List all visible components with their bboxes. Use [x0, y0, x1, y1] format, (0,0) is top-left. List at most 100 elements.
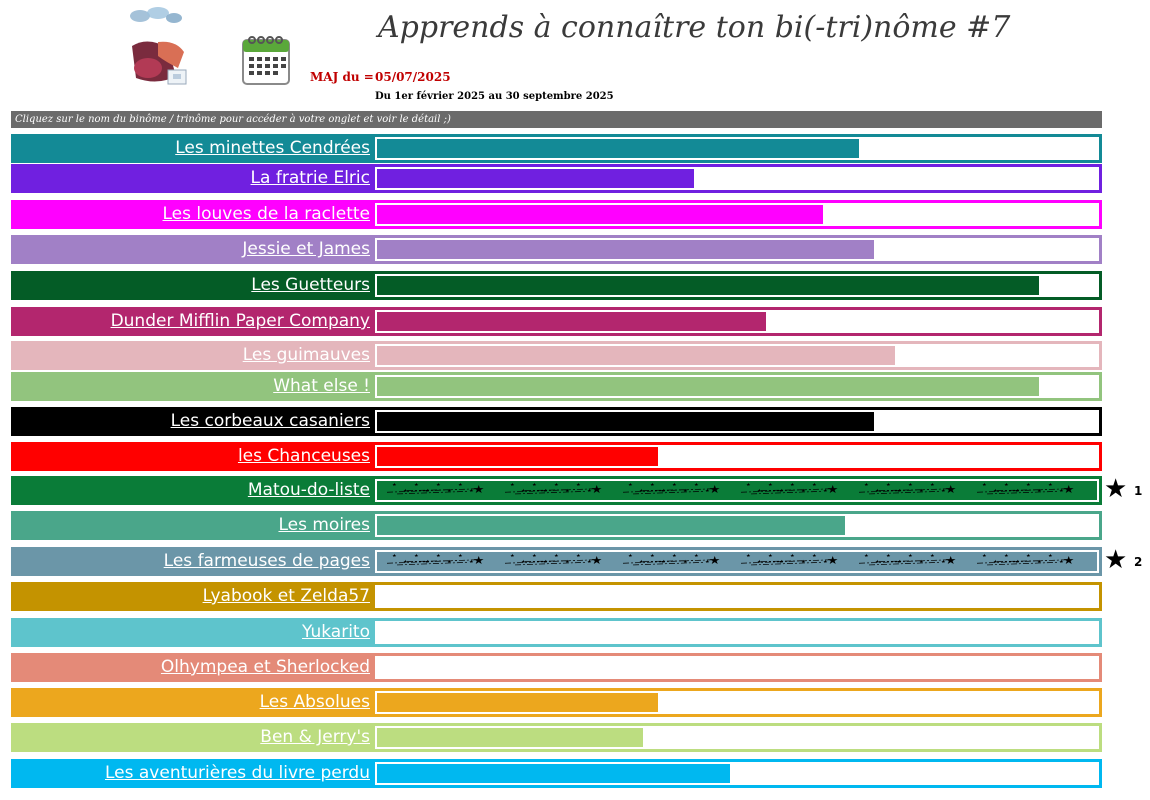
team-name-link[interactable]: les Chanceuses	[11, 442, 372, 471]
svg-text:★: ★	[864, 482, 869, 488]
team-name-link[interactable]: Lyabook et Zelda57	[11, 582, 372, 611]
team-row: Les Absolues	[11, 688, 1102, 717]
team-name-link[interactable]: Matou-do-liste	[11, 476, 372, 505]
svg-text:★: ★	[543, 560, 548, 566]
update-date: 05/07/2025	[375, 70, 451, 84]
team-name-link[interactable]: Les louves de la raclette	[11, 200, 372, 229]
progress-bar	[372, 582, 1102, 611]
svg-text:★: ★	[661, 489, 666, 495]
team-name-link[interactable]: Les aventurières du livre perdu	[11, 759, 372, 788]
team-name-link[interactable]: Les guimauves	[11, 341, 372, 370]
svg-text:★: ★	[1037, 560, 1042, 566]
svg-text:★: ★	[1015, 560, 1020, 566]
progress-bar	[372, 759, 1102, 788]
team-row: La fratrie Elric	[11, 164, 1102, 193]
progress-bar	[372, 688, 1102, 717]
team-row: Ben & Jerry's	[11, 723, 1102, 752]
svg-text:★: ★	[1037, 489, 1042, 495]
svg-text:★: ★	[897, 560, 902, 566]
svg-text:★: ★	[510, 553, 515, 559]
svg-text:★: ★	[425, 489, 430, 495]
svg-text:★: ★	[639, 560, 644, 566]
team-name-link[interactable]: What else !	[11, 372, 372, 401]
shooting-stars-decoration: ★★★★★★★★★ ★★★★★★★★★ ★★★★★★★★★ ★★★★★★★★★ ★★★★…	[386, 482, 1075, 496]
svg-text:★: ★	[827, 554, 839, 567]
progress-bar-fill	[377, 447, 658, 466]
progress-bar-fill	[377, 728, 643, 747]
svg-text:★: ★	[823, 560, 828, 566]
svg-text:★: ★	[908, 482, 913, 488]
svg-text:★: ★	[672, 482, 677, 488]
team-name-link[interactable]: Les corbeaux casaniers	[11, 407, 372, 436]
svg-text:★: ★	[1063, 554, 1075, 567]
svg-text:★: ★	[941, 489, 946, 495]
progress-bar	[372, 134, 1102, 163]
svg-text:★: ★	[473, 483, 485, 496]
svg-text:★: ★	[864, 553, 869, 559]
progress-bar	[372, 723, 1102, 752]
svg-text:★: ★	[683, 489, 688, 495]
svg-text:★: ★	[628, 553, 633, 559]
team-row: Olhympea et Sherlocked	[11, 653, 1102, 682]
instruction-banner: Cliquez sur le nom du binôme / trinôme p…	[11, 111, 1102, 128]
svg-text:★: ★	[473, 554, 485, 567]
svg-text:★: ★	[436, 553, 441, 559]
progress-bar	[372, 653, 1102, 682]
svg-text:★: ★	[1059, 489, 1064, 495]
svg-text:★: ★	[469, 489, 474, 495]
svg-text:★: ★	[1004, 553, 1009, 559]
progress-bar-fill	[377, 377, 1039, 396]
team-row: Dunder Mifflin Paper Company	[11, 307, 1102, 336]
progress-bar-fill	[377, 205, 823, 224]
team-name-link[interactable]: Dunder Mifflin Paper Company	[11, 307, 372, 336]
star-icon: ★	[1104, 474, 1128, 504]
team-name-link[interactable]: Les Guetteurs	[11, 271, 372, 300]
svg-text:★: ★	[945, 554, 957, 567]
progress-bar	[372, 235, 1102, 264]
team-name-link[interactable]: Jessie et James	[11, 235, 372, 264]
svg-text:★: ★	[709, 554, 721, 567]
svg-text:★: ★	[1026, 482, 1031, 488]
team-row: Matou-do-liste ★ ★ ★ ★ ★ ★ ★ ★ ★ ★ ★ ★ ★ ★ ★ ★ ★ ★ ★ ★ ★ ★ ★ ★ ★ ★…	[11, 476, 1102, 505]
team-name-link[interactable]: Les Absolues	[11, 688, 372, 717]
svg-text:★: ★	[1059, 560, 1064, 566]
team-row: Les aventurières du livre perdu	[11, 759, 1102, 788]
svg-text:★: ★	[683, 560, 688, 566]
team-name-link[interactable]: Les minettes Cendrées	[11, 134, 372, 163]
svg-text:★: ★	[812, 482, 817, 488]
svg-text:★: ★	[447, 489, 452, 495]
svg-text:★: ★	[875, 560, 880, 566]
svg-text:★: ★	[1026, 553, 1031, 559]
team-name-link[interactable]: Olhympea et Sherlocked	[11, 653, 372, 682]
progress-bar	[372, 511, 1102, 540]
update-label: MAJ du =	[310, 70, 374, 84]
progress-bar	[372, 271, 1102, 300]
team-row: les Chanceuses	[11, 442, 1102, 471]
svg-text:★: ★	[930, 482, 935, 488]
svg-text:★: ★	[982, 553, 987, 559]
svg-text:★: ★	[403, 560, 408, 566]
progress-bar-fill	[377, 139, 859, 158]
progress-bar	[372, 164, 1102, 193]
team-name-link[interactable]: Ben & Jerry's	[11, 723, 372, 752]
svg-text:★: ★	[790, 553, 795, 559]
team-name-link[interactable]: Les moires	[11, 511, 372, 540]
star-icon: ★	[1104, 545, 1128, 575]
team-row: Les louves de la raclette	[11, 200, 1102, 229]
team-name-link[interactable]: La fratrie Elric	[11, 164, 372, 193]
svg-text:★: ★	[875, 489, 880, 495]
svg-text:★: ★	[554, 482, 559, 488]
svg-text:★: ★	[790, 482, 795, 488]
svg-text:★: ★	[521, 489, 526, 495]
progress-bar-fill	[377, 240, 874, 259]
team-name-link[interactable]: Les farmeuses de pages	[11, 547, 372, 576]
progress-bar	[372, 372, 1102, 401]
svg-text:★: ★	[897, 489, 902, 495]
svg-text:★: ★	[576, 482, 581, 488]
progress-bar-fill	[377, 276, 1039, 295]
svg-text:★: ★	[993, 489, 998, 495]
team-name-link[interactable]: Yukarito	[11, 618, 372, 647]
svg-text:★: ★	[941, 560, 946, 566]
svg-text:★: ★	[768, 553, 773, 559]
svg-text:★: ★	[709, 483, 721, 496]
